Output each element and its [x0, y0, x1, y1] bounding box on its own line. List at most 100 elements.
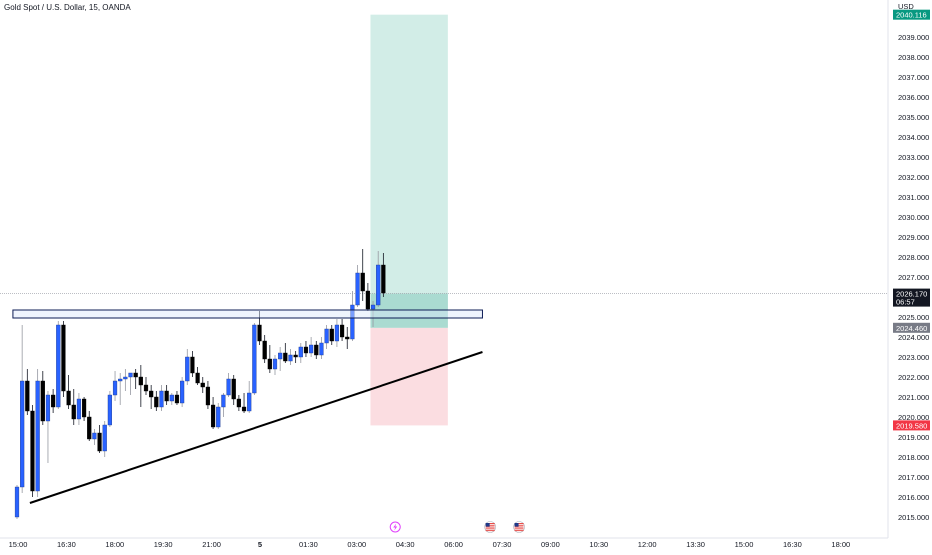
x-tick-label: 01:30 — [299, 540, 318, 549]
candle — [71, 389, 76, 425]
bullish-candle-body — [112, 380, 118, 396]
entry-price-tag-bg — [893, 322, 930, 333]
entry-price-tag-text: 2024.460 — [896, 324, 927, 333]
flag-stripe — [485, 530, 495, 532]
x-tick-label: 09:00 — [541, 540, 560, 549]
bullish-candle-body — [216, 406, 221, 428]
candle — [112, 371, 118, 401]
candle — [195, 367, 200, 385]
bullish-candle-body — [92, 432, 97, 440]
bullish-candle-body — [319, 342, 324, 356]
y-tick-label: 2019.000 — [898, 433, 929, 442]
candle — [180, 377, 185, 407]
y-tick-label: 2023.000 — [898, 353, 929, 362]
y-tick-label: 2027.000 — [898, 273, 929, 282]
stop-price-tag-bg — [893, 420, 930, 431]
candle — [81, 397, 87, 421]
target-price-tag: 2040.116 — [893, 9, 930, 20]
bearish-candle-body — [25, 380, 30, 412]
x-tick-label: 12:00 — [638, 540, 657, 549]
y-tick-label: 2022.000 — [898, 373, 929, 382]
resistance-zone — [12, 309, 483, 319]
bullish-candle-body — [35, 380, 40, 492]
candle — [267, 345, 272, 373]
bearish-candle-body — [133, 372, 138, 378]
flag-canton — [485, 523, 490, 527]
y-tick-label: 2028.000 — [898, 253, 929, 262]
entry-price-tag: 2024.460 — [893, 322, 930, 333]
candle — [257, 311, 262, 345]
bearish-candle-body — [210, 404, 216, 428]
candle — [303, 341, 309, 357]
bearish-candle-body — [66, 390, 71, 406]
bearish-candle-body — [154, 396, 159, 408]
stop-price-tag-text: 2019.580 — [896, 421, 927, 430]
bearish-candle-body — [257, 324, 262, 342]
bearish-candle-body — [283, 352, 288, 362]
candle — [56, 321, 61, 409]
candle — [252, 323, 257, 395]
bullish-candle-body — [226, 378, 231, 396]
y-tick-label: 2025.000 — [898, 313, 929, 322]
bullish-candle-body — [298, 346, 303, 358]
candle — [35, 369, 40, 497]
candle — [205, 381, 211, 409]
x-tick-label: 18:00 — [831, 540, 850, 549]
bearish-candle-body — [164, 390, 169, 402]
candle — [87, 411, 92, 441]
bearish-candle-body — [87, 416, 92, 440]
price-axis-bg — [888, 0, 932, 550]
flag-stripe — [514, 523, 524, 524]
bearish-candle-body — [71, 404, 76, 420]
candle — [376, 251, 381, 307]
candle — [370, 301, 376, 327]
bearish-candle-body — [40, 380, 45, 422]
bullish-candle-body — [247, 392, 252, 412]
candle — [51, 389, 56, 413]
bullish-candle-body — [169, 394, 174, 402]
x-tick-label: 16:30 — [57, 540, 76, 549]
x-tick-label: 03:00 — [347, 540, 366, 549]
candle — [247, 381, 252, 413]
candle — [350, 291, 355, 341]
bearish-candle-body — [345, 336, 350, 340]
candle — [345, 327, 350, 349]
target-price-tag-text: 2040.116 — [896, 11, 927, 20]
candle — [174, 391, 180, 405]
candle — [190, 351, 195, 377]
bearish-candle-body — [360, 272, 365, 292]
bearish-candle-body — [81, 398, 87, 418]
current-price-tag-countdown: 06:57 — [896, 298, 915, 307]
x-tick-label: 07:30 — [493, 540, 512, 549]
y-tick-label: 2029.000 — [898, 233, 929, 242]
bullish-candle-body — [76, 398, 82, 420]
target-price-tag-bg — [893, 9, 930, 20]
candle — [123, 369, 128, 391]
y-tick-label: 2036.000 — [898, 93, 929, 102]
bullish-candle-body — [288, 354, 293, 362]
bearish-candle-body — [329, 328, 334, 342]
current-price-tag-text: 2026.170 — [896, 290, 927, 299]
candle — [14, 485, 20, 519]
bearish-candle-body — [303, 346, 309, 354]
bullish-candle-body — [252, 324, 257, 394]
x-tick-label: 06:00 — [444, 540, 463, 549]
candle — [298, 343, 303, 363]
x-tick-label: 19:30 — [154, 540, 173, 549]
candle — [118, 373, 123, 405]
candle — [324, 325, 329, 349]
candle — [231, 375, 236, 405]
candle — [30, 405, 35, 497]
x-tick-label: 10:30 — [589, 540, 608, 549]
trendline — [29, 351, 483, 504]
bullish-candle-body — [14, 486, 20, 518]
candle — [107, 391, 112, 427]
bearish-candle-body — [381, 264, 386, 294]
bearish-candle-body — [143, 384, 149, 392]
candle — [216, 403, 221, 429]
candle — [221, 393, 226, 417]
bullish-candle-body — [56, 324, 61, 408]
bearish-candle-body — [241, 406, 247, 412]
